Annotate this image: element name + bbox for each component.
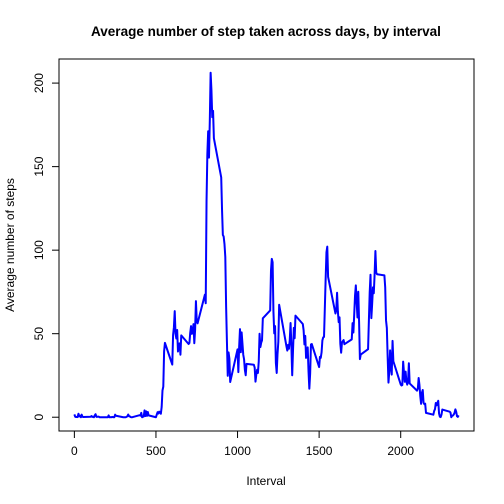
x-tick-label: 1500 (306, 444, 333, 458)
y-tick-label: 150 (32, 156, 46, 176)
chart-title: Average number of step taken across days… (91, 24, 441, 39)
y-tick-label: 200 (32, 73, 46, 93)
x-tick-label: 500 (146, 444, 166, 458)
y-axis-label: Average number of steps (3, 178, 17, 312)
y-tick-label: 50 (32, 327, 46, 341)
x-axis-label: Interval (246, 474, 285, 488)
x-tick-label: 0 (71, 444, 78, 458)
line-series (73, 71, 460, 419)
x-tick-label: 1000 (224, 444, 251, 458)
y-tick-label: 0 (32, 414, 46, 421)
x-tick-label: 2000 (387, 444, 414, 458)
plot-box (58, 58, 475, 432)
y-tick-label: 100 (32, 240, 46, 260)
